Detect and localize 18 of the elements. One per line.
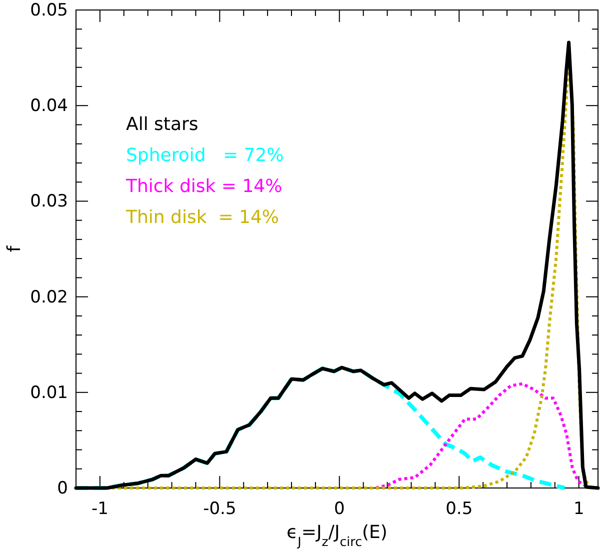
text: All stars	[126, 114, 198, 135]
line-series	[74, 366, 567, 490]
text: Spheroid = 72%	[126, 145, 284, 166]
x-tick-label: 1	[573, 499, 584, 520]
y-axis-title: f	[4, 245, 25, 252]
text: Thick disk = 14%	[125, 176, 282, 197]
text: Thin disk = 14%	[125, 207, 280, 228]
y-tick-label: 0.02	[30, 287, 68, 308]
y-tick-label: 0	[57, 478, 68, 498]
x-tick-label: 0	[334, 499, 345, 520]
y-tick-label: 0.04	[30, 96, 68, 116]
y-tick-label: 0.03	[30, 192, 68, 212]
x-tick-label: -0.5	[203, 499, 236, 520]
y-tick-label: 0.05	[30, 0, 68, 20]
y-tick-label: 0.01	[30, 382, 68, 403]
x-tick-label: 0.5	[446, 499, 473, 520]
x-axis-title: ϵ$_{J}$=J$_{z}$/J$_{circ}$(E)	[286, 522, 388, 548]
x-tick-label: -1	[91, 499, 108, 520]
